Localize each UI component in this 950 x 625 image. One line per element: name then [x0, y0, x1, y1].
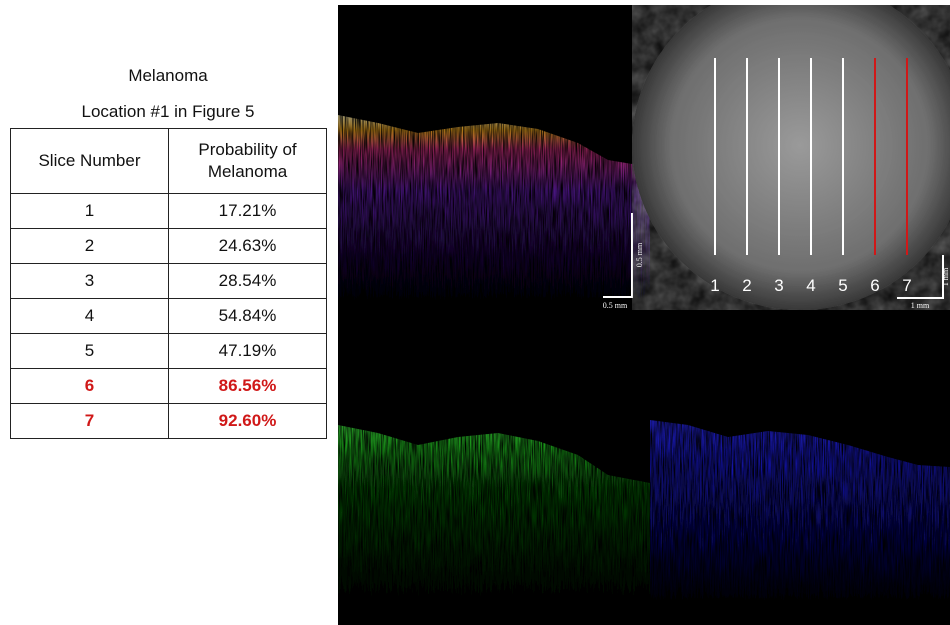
cell: 6: [10, 368, 169, 404]
row: 1 17.21%: [10, 193, 327, 229]
row: 3 28.54%: [10, 263, 327, 299]
cell: 3: [10, 263, 169, 299]
highlight-row: 7 92.60%: [10, 403, 327, 439]
cell: 47.19%: [168, 333, 327, 369]
figure-subtitle: Location #1 in Figure 5: [81, 102, 255, 121]
header-cell: Slice Number: [10, 128, 169, 194]
slice-label: 3: [774, 276, 783, 295]
scale-label: 1 mm: [941, 267, 950, 286]
scale-label: 1 mm: [911, 301, 930, 310]
slice-label: 7: [902, 276, 911, 295]
oct-tissue: [338, 115, 650, 305]
cell: 1: [10, 193, 169, 229]
cell: 4: [10, 298, 169, 334]
header-cell: Probability of Melanoma: [168, 128, 327, 194]
header-row: Slice Number Probability of Melanoma: [10, 128, 327, 194]
slice-label: 2: [742, 276, 751, 295]
blue-tissue: [650, 420, 950, 605]
photo-disk: [632, 5, 950, 310]
slice-label: 5: [838, 276, 847, 295]
row: 4 54.84%: [10, 298, 327, 334]
cell: 28.54%: [168, 263, 327, 299]
scale-label: 0.5 mm: [603, 301, 628, 310]
scale-label: 0.5 mm: [635, 242, 644, 267]
cell: 17.21%: [168, 193, 327, 229]
probability-table: Slice Number Probability of Melanoma 1 17…: [10, 128, 327, 439]
cell: 2: [10, 228, 169, 264]
cell: 86.56%: [168, 368, 327, 404]
cell: 24.63%: [168, 228, 327, 264]
cell: 92.60%: [168, 403, 327, 439]
cell: 5: [10, 333, 169, 369]
figure-title: Melanoma: [128, 66, 208, 85]
slice-label: 4: [806, 276, 815, 295]
row: 2 24.63%: [10, 228, 327, 264]
row: 5 47.19%: [10, 333, 327, 369]
cell: 7: [10, 403, 169, 439]
slice-label: 6: [870, 276, 879, 295]
image-panels: 0.5 mm 0.5 mm 1 2 3 4 5 6 7 1 mm 1 mm: [338, 5, 950, 625]
cell: 54.84%: [168, 298, 327, 334]
highlight-row: 6 86.56%: [10, 368, 327, 404]
slice-label: 1: [710, 276, 719, 295]
green-tissue: [338, 425, 650, 605]
